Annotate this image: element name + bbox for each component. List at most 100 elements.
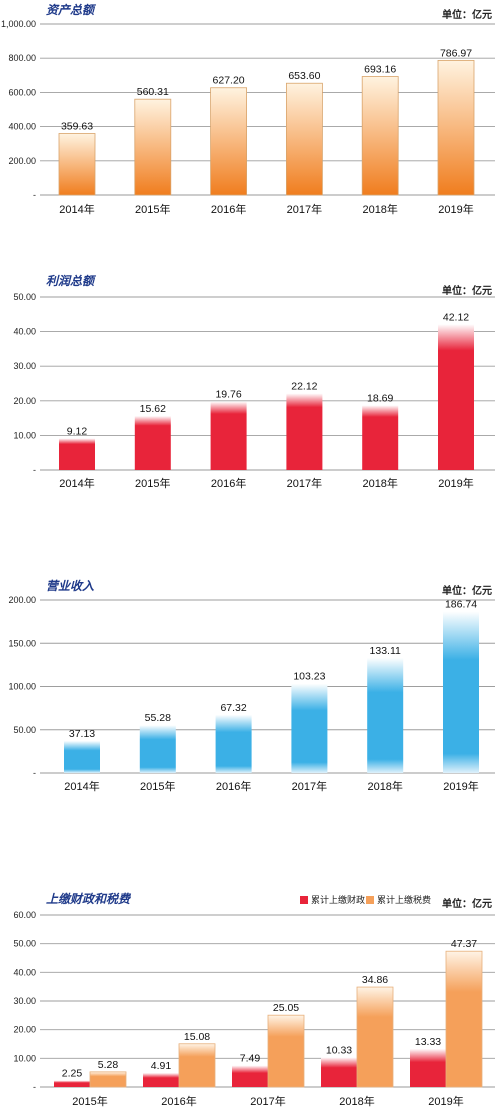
- data-label: 5.28: [98, 1059, 119, 1071]
- x-tick-label: 2018年: [362, 476, 397, 490]
- x-tick-label: 2016年: [216, 779, 251, 793]
- chart-total-assets-svg: 资产总额 单位：亿元 - 200.00 400.00 600.00 800.00 1,000.…: [1, 3, 495, 216]
- y-tick-label: 30.00: [13, 361, 36, 371]
- x-tick-label: 2017年: [250, 1094, 285, 1108]
- bar: [437, 60, 475, 196]
- y-tick-label: 800.00: [8, 53, 36, 63]
- bar: [134, 98, 172, 196]
- bar: [362, 405, 399, 470]
- y-tick-label: 30.00: [13, 996, 36, 1006]
- x-tick-label: 2017年: [287, 476, 322, 490]
- y-tick-label: 40.00: [13, 967, 36, 977]
- y-tick-label: 50.00: [13, 725, 36, 735]
- data-label: 25.05: [273, 1002, 299, 1014]
- bar: [443, 611, 479, 773]
- chart-taxes-paid-svg: 上缴财政和税费 单位：亿元 - 10.00 20.00 30.00 40.00 50.00 60…: [13, 892, 495, 1108]
- x-tick-label: 2018年: [339, 1094, 374, 1108]
- y-tick-label: 150.00: [8, 638, 36, 648]
- bar: [445, 950, 483, 1088]
- bar: [438, 324, 474, 470]
- y-tick-label: 400.00: [8, 122, 36, 132]
- data-label: 693.16: [364, 63, 396, 75]
- x-tick-label: 2017年: [287, 202, 322, 216]
- chart-title: 上缴财政和税费: [46, 892, 132, 906]
- data-label: 18.69: [367, 392, 393, 404]
- data-label: 42.12: [443, 311, 469, 323]
- x-tick-label: 2018年: [367, 779, 402, 793]
- chart-total-assets: 资产总额 单位：亿元 - 200.00 400.00 600.00 800.00 1,000.…: [0, 0, 500, 225]
- bar: [367, 657, 404, 773]
- y-tick-label: -: [33, 768, 36, 778]
- x-tick-label: 2016年: [161, 1094, 196, 1108]
- y-tick-label: 20.00: [13, 1025, 36, 1035]
- bar: [410, 1048, 446, 1087]
- x-tick-label: 2015年: [135, 476, 170, 490]
- bar: [89, 1071, 127, 1088]
- data-label: 9.12: [67, 425, 88, 437]
- data-label: 627.20: [213, 75, 245, 87]
- y-tick-label: 10.00: [13, 1053, 36, 1063]
- bar: [361, 76, 399, 196]
- chart-taxes-paid: 上缴财政和税费 单位：亿元 - 10.00 20.00 30.00 40.00 50.00 60…: [0, 885, 500, 1111]
- legend-entry: 累计上缴财政: [311, 894, 365, 906]
- bar: [291, 683, 328, 773]
- bar: [54, 1080, 90, 1087]
- y-tick-label: -: [33, 190, 36, 200]
- data-label: 2.25: [62, 1068, 83, 1080]
- data-label: 653.60: [288, 70, 320, 82]
- y-tick-label: 50.00: [13, 939, 36, 949]
- chart-operating-revenue-svg: 营业收入 单位：亿元 - 50.00 100.00 150.00 200.00 37.13 20…: [8, 579, 495, 793]
- unit-label: 单位：亿元: [442, 584, 492, 597]
- legend-swatch: [366, 896, 374, 904]
- x-tick-label: 2014年: [64, 779, 99, 793]
- x-tick-label: 2015年: [135, 202, 170, 216]
- bar: [267, 1014, 305, 1088]
- y-tick-label: 10.00: [13, 430, 36, 440]
- chart-title: 利润总额: [46, 274, 97, 288]
- bar: [178, 1043, 216, 1088]
- bar: [285, 82, 323, 196]
- y-tick-label: 1,000.00: [1, 19, 36, 29]
- bar: [232, 1065, 268, 1087]
- x-tick-label: 2019年: [438, 202, 473, 216]
- x-tick-label: 2018年: [362, 202, 397, 216]
- x-tick-label: 2019年: [428, 1094, 463, 1108]
- x-tick-label: 2014年: [59, 476, 94, 490]
- x-tick-label: 2016年: [211, 476, 246, 490]
- chart-operating-revenue: 营业收入 单位：亿元 - 50.00 100.00 150.00 200.00 37.13 20…: [0, 575, 500, 805]
- y-tick-label: 20.00: [13, 396, 36, 406]
- y-tick-label: 60.00: [13, 910, 36, 920]
- bar: [356, 986, 394, 1088]
- x-tick-label: 2017年: [292, 779, 327, 793]
- bar: [134, 415, 171, 470]
- bar: [210, 87, 248, 196]
- x-tick-label: 2015年: [72, 1094, 107, 1108]
- unit-label: 单位：亿元: [442, 284, 492, 297]
- data-label: 13.33: [415, 1036, 441, 1048]
- data-label: 37.13: [69, 728, 95, 740]
- data-label: 15.08: [184, 1031, 210, 1043]
- data-label: 10.33: [326, 1044, 352, 1056]
- bar: [143, 1072, 179, 1087]
- data-label: 560.31: [137, 86, 169, 98]
- unit-label: 单位：亿元: [442, 8, 492, 21]
- data-label: 186.74: [445, 598, 477, 610]
- bar: [321, 1057, 357, 1087]
- y-tick-label: 50.00: [13, 292, 36, 302]
- legend-entry: 累计上缴税费: [377, 894, 431, 906]
- data-label: 15.62: [140, 403, 166, 415]
- x-tick-label: 2019年: [438, 476, 473, 490]
- data-label: 4.91: [151, 1060, 172, 1072]
- data-label: 7.49: [240, 1053, 261, 1065]
- data-label: 19.76: [215, 389, 241, 401]
- data-label: 47.37: [451, 938, 477, 950]
- bar: [215, 714, 252, 773]
- bar: [58, 133, 96, 196]
- data-label: 359.63: [61, 121, 93, 133]
- bar: [64, 740, 100, 773]
- data-label: 786.97: [440, 47, 472, 59]
- legend-swatch: [300, 896, 308, 904]
- y-tick-label: 200.00: [8, 156, 36, 166]
- bar: [59, 438, 95, 470]
- data-label: 34.86: [362, 974, 388, 986]
